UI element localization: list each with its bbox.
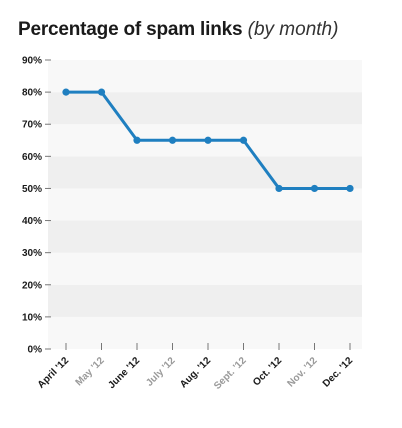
y-tick-label: 20% [22,280,42,291]
grid-bands [48,60,362,349]
data-point [97,88,106,96]
grid-band [48,284,362,317]
data-point [275,184,283,193]
x-tick-label: Sept. '12 [212,355,249,392]
y-tick-label: 0% [28,345,43,356]
grid-band [48,252,362,285]
y-tick-label: 30% [22,248,42,259]
y-tick-label: 10% [22,312,42,323]
x-tick-label: April '12 [36,355,72,391]
x-tick-label: Oct. '12 [251,355,284,388]
y-tick-label: 40% [22,216,42,227]
grid-band [48,60,362,93]
x-tick-label: Dec. '12 [321,355,356,390]
grid-band [48,220,362,253]
x-tick-label: June '12 [106,355,142,391]
chart-title-main: Percentage of spam links [18,19,243,40]
x-tick-label: July '12 [144,355,178,389]
data-point [346,184,354,193]
data-point [62,88,70,96]
x-axis: April '12 May '12 June '12 July '12 Aug. '12… [36,343,356,392]
grid-band [48,316,362,349]
y-tick-label: 90% [22,56,42,67]
y-tick-label: 80% [22,88,42,99]
data-point [133,136,141,144]
data-point [204,136,212,144]
grid-band [48,156,362,189]
data-series [62,88,354,193]
data-point [310,184,319,193]
data-point [168,136,177,144]
y-tick-label: 60% [22,152,42,163]
data-point [239,136,248,144]
y-axis: 0% 10% 20% 30% 40% 50% 60% 70% 80% 90% [22,56,51,356]
grid-band [48,92,362,125]
y-tick-label: 50% [22,184,42,195]
x-tick-label: May '12 [74,355,107,388]
chart-subtitle: (by month) [247,19,339,40]
x-tick-label: Aug. '12 [178,355,213,390]
y-tick-label: 70% [22,120,42,131]
grid-band [48,188,362,221]
x-tick-label: Nov. '12 [286,355,320,389]
chart-title: Percentage of spam links (by month) [18,18,388,42]
